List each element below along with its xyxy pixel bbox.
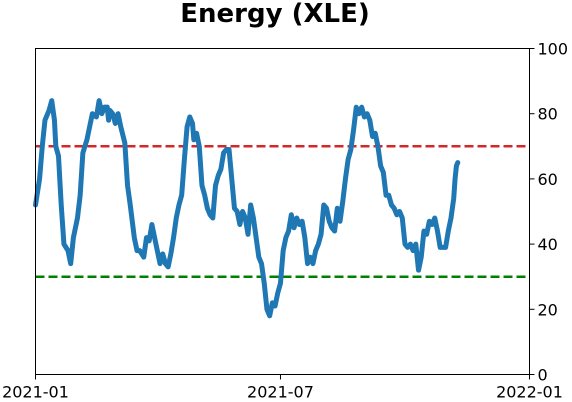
y-tick-label: 40 <box>538 235 558 254</box>
y-tick-label: 60 <box>538 170 558 189</box>
x-tick-label: 2021-07 <box>247 383 314 402</box>
x-tick-label: 2021-01 <box>2 383 69 402</box>
chart-title: Energy (XLE) <box>180 0 369 29</box>
y-tick-label: 100 <box>538 40 569 59</box>
y-tick-label: 80 <box>538 105 558 124</box>
series-layer <box>33 98 461 319</box>
x-axis: 2021-01 2021-07 2022-01 <box>2 374 563 402</box>
y-axis: 0 20 40 60 80 100 <box>529 40 569 385</box>
y-tick-label: 20 <box>538 300 558 319</box>
y-tick-label: 0 <box>538 366 548 385</box>
plot-frame <box>35 48 530 375</box>
x-tick-label: 2022-01 <box>496 383 563 402</box>
series-line-0 <box>33 98 461 319</box>
